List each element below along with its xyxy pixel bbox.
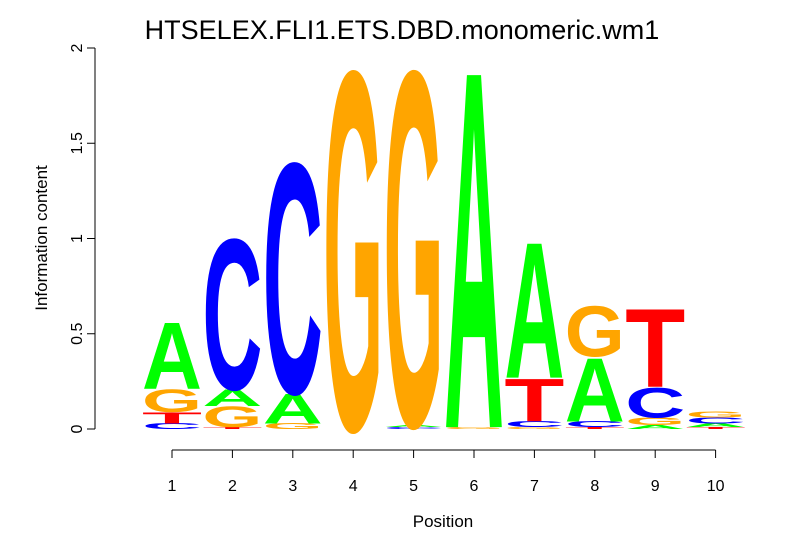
x-tick-label: 9 xyxy=(651,478,660,495)
logo-letter-a: A xyxy=(384,425,444,428)
x-tick-label: 2 xyxy=(228,478,237,495)
logo-letter-g: G xyxy=(263,422,323,431)
x-tick-label: 6 xyxy=(470,478,479,495)
logo-letter-g: G xyxy=(323,0,383,538)
logo-letter-t: T xyxy=(504,367,564,435)
logo-letter-g: G xyxy=(504,427,564,430)
chart-title: HTSELEX.FLI1.ETS.DBD.monomeric.wm1 xyxy=(145,15,660,45)
y-tick-label: 0 xyxy=(69,424,86,433)
logo-letter-c: C xyxy=(263,95,323,464)
position-stack: G xyxy=(323,0,383,538)
logo-letter-g: G xyxy=(444,427,504,430)
logo-letter-a: A xyxy=(504,202,564,419)
x-axis-label: Position xyxy=(413,512,473,531)
logo-letter-c: C xyxy=(565,420,625,429)
logo-letter-t: T xyxy=(202,427,262,430)
logo-letter-a: A xyxy=(202,385,262,412)
logo-letter-t: T xyxy=(142,409,202,427)
x-tick-label: 8 xyxy=(590,478,599,495)
logo-letter-a: A xyxy=(263,385,323,433)
x-tick-label: 5 xyxy=(409,478,418,495)
y-tick-label: 1 xyxy=(69,234,86,243)
y-axis-label: Information content xyxy=(32,165,51,311)
x-axis: 1 2 3 4 5 6 7 8 9 10 xyxy=(168,449,725,495)
logo-letter-c: C xyxy=(202,194,262,436)
x-tick-label: 4 xyxy=(349,478,358,495)
logo-letter-a: A xyxy=(686,422,746,428)
position-stack: GA xyxy=(444,0,504,536)
logo-letter-t: T xyxy=(686,427,746,430)
position-stack: GAC xyxy=(263,95,323,464)
logo-letter-t: T xyxy=(565,427,625,430)
logo-letter-c: C xyxy=(686,416,746,425)
logo-letter-c: C xyxy=(504,420,564,429)
logo-letter-c: C xyxy=(384,427,444,430)
y-tick-label: 0.5 xyxy=(69,323,86,345)
logo-letter-g: G xyxy=(565,291,625,372)
logo-letter-t: T xyxy=(625,287,685,411)
logo-letter-g: G xyxy=(384,0,444,534)
logo-letter-g: G xyxy=(686,410,746,419)
logo-letter-c: C xyxy=(142,422,202,431)
x-tick-label: 10 xyxy=(707,478,725,495)
x-tick-label: 1 xyxy=(168,478,177,495)
logo-letter-a: A xyxy=(565,340,625,441)
logo-letter-a: A xyxy=(444,0,504,536)
logo-letter-a: A xyxy=(625,424,685,430)
y-tick-label: 1.5 xyxy=(69,132,86,154)
position-stack: CAG xyxy=(384,0,444,534)
logo-letter-g: G xyxy=(142,383,202,419)
logo-letter-g: G xyxy=(202,401,262,434)
x-tick-label: 3 xyxy=(288,478,297,495)
y-tick-label: 2 xyxy=(69,43,86,52)
x-tick-label: 7 xyxy=(530,478,539,495)
logo-letter-c: C xyxy=(625,379,685,427)
y-axis: 0 0.5 1 1.5 2 xyxy=(69,43,96,433)
logo-letter-a: A xyxy=(142,303,202,410)
logo-letter-g: G xyxy=(625,416,685,428)
